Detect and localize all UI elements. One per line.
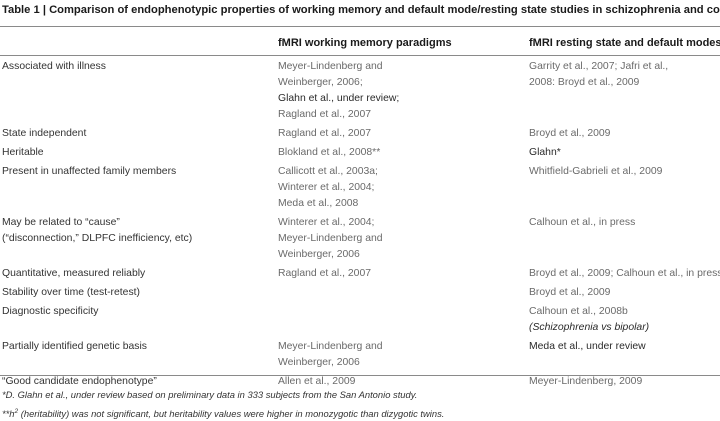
cell-wm: Ragland et al., 2007	[278, 126, 371, 142]
table-row: May be related to “cause” (“disconnection…	[0, 215, 720, 266]
cell-rs: Calhoun et al., 2008b (Schizophrenia vs b…	[529, 304, 649, 336]
cell-line: Garrity et al., 2007; Jafri et al.,	[529, 61, 669, 72]
cell-property: Heritable	[2, 145, 44, 161]
cell-line: Quantitative, measured reliably	[2, 268, 146, 279]
cell-rs: Broyd et al., 2009	[529, 285, 610, 301]
cell-rs: Calhoun et al., in press	[529, 215, 635, 231]
cell-property: May be related to “cause” (“disconnection…	[2, 215, 192, 247]
cell-rs: Broyd et al., 2009; Calhoun et al., in p…	[529, 266, 720, 282]
cell-line: Calhoun et al., 2008b	[529, 306, 628, 317]
cell-wm: Ragland et al., 2007	[278, 266, 371, 282]
cell-property: State independent	[2, 126, 86, 142]
cell-line: Ragland et al., 2007	[278, 109, 372, 120]
cell-property: Associated with illness	[2, 59, 106, 75]
cell-line: Weinberger, 2006;	[278, 77, 363, 88]
cell-line: Present in unaffected family members	[2, 166, 177, 177]
cell-rs: Garrity et al., 2007; Jafri et al., 2008:…	[529, 59, 668, 91]
table-row: Quantitative, measured reliably Ragland e…	[0, 266, 720, 285]
cell-property: Present in unaffected family members	[2, 164, 176, 180]
cell-line: Winterer et al., 2004;	[278, 182, 375, 193]
cell-line: Whitfield-Gabrieli et al., 2009	[529, 166, 663, 177]
cell-rs: Whitfield-Gabrieli et al., 2009	[529, 164, 662, 180]
cell-line: (“disconnection,” DLPFC inefficiency, et…	[2, 233, 193, 244]
bottom-rule	[0, 375, 720, 376]
cell-line: Glahn*	[529, 147, 561, 158]
table-row: Partially identified genetic basis Meyer-…	[0, 339, 720, 374]
cell-line: Broyd et al., 2009; Calhoun et al., in p…	[529, 268, 720, 279]
cell-line: (Schizophrenia vs bipolar)	[529, 322, 650, 333]
cell-wm: Callicott et al., 2003a; Winterer et al.,…	[278, 164, 378, 212]
table-row: Stability over time (test-retest) Broyd e…	[0, 285, 720, 304]
cell-line: Ragland et al., 2007	[278, 128, 372, 139]
cell-property: Partially identified genetic basis	[2, 339, 147, 355]
cell-line: Broyd et al., 2009	[529, 287, 611, 298]
cell-wm: Meyer-Lindenberg and Weinberger, 2006	[278, 339, 383, 371]
table-body: Associated with illness Meyer-Lindenberg …	[0, 59, 720, 393]
cell-line: Meyer-Lindenberg and	[278, 61, 383, 72]
table-row: State independent Ragland et al., 2007 Bro…	[0, 126, 720, 145]
cell-rs: Broyd et al., 2009	[529, 126, 610, 142]
cell-line: Broyd et al., 2009	[529, 128, 611, 139]
header-rule	[0, 55, 720, 56]
cell-wm: Allen et al., 2009	[278, 374, 355, 390]
cell-rs: Glahn*	[529, 145, 561, 161]
cell-line: Allen et al., 2009	[278, 376, 356, 387]
cell-wm: Meyer-Lindenberg and Weinberger, 2006; Gla…	[278, 59, 399, 123]
cell-wm: Blokland et al., 2008**	[278, 145, 380, 161]
cell-line: Blokland et al., 2008**	[278, 147, 381, 158]
top-rule	[0, 26, 720, 27]
cell-line: Meyer-Lindenberg and	[278, 233, 383, 244]
cell-line: Meda et al., under review	[529, 341, 646, 352]
cell-line: Partially identified genetic basis	[2, 341, 147, 352]
cell-property: Stability over time (test-retest)	[2, 285, 140, 301]
table-row: Associated with illness Meyer-Lindenberg …	[0, 59, 720, 126]
cell-line: Calhoun et al., in press	[529, 217, 636, 228]
table-caption: Table 1 | Comparison of endophenotypic p…	[2, 4, 720, 16]
table-row: “Good candidate endophenotype” Allen et a…	[0, 374, 720, 393]
cell-line: Meyer-Lindenberg, 2009	[529, 376, 643, 387]
cell-line: Ragland et al., 2007	[278, 268, 372, 279]
cell-rs: Meda et al., under review	[529, 339, 646, 355]
cell-line: Weinberger, 2006	[278, 357, 360, 368]
cell-line: Diagnostic specificity	[2, 306, 99, 317]
cell-property: Quantitative, measured reliably	[2, 266, 145, 282]
cell-line: Glahn et al., under review;	[278, 93, 400, 104]
cell-line: May be related to “cause”	[2, 217, 120, 228]
cell-rs: Meyer-Lindenberg, 2009	[529, 374, 642, 390]
cell-line: Weinberger, 2006	[278, 249, 360, 260]
cell-property: Diagnostic specificity	[2, 304, 98, 320]
table-row: Present in unaffected family members Call…	[0, 164, 720, 215]
cell-line: Meda et al., 2008	[278, 198, 359, 209]
cell-line: Meyer-Lindenberg and	[278, 341, 383, 352]
cell-line: “Good candidate endophenotype”	[2, 376, 157, 387]
column-header-working-memory: fMRI working memory paradigms	[278, 37, 452, 49]
cell-line: Heritable	[2, 147, 44, 158]
table-row: Diagnostic specificity Calhoun et al., 20…	[0, 304, 720, 339]
cell-line: Associated with illness	[2, 61, 106, 72]
cell-line: 2008: Broyd et al., 2009	[529, 77, 640, 88]
cell-line: Stability over time (test-retest)	[2, 287, 141, 298]
cell-line: State independent	[2, 128, 87, 139]
column-header-resting-state: fMRI resting state and default modes	[529, 37, 720, 49]
footnote-double-star: **h2 (heritability) was not significant,…	[2, 408, 445, 419]
footnote-star: *D. Glahn et al., under review based on …	[2, 389, 418, 400]
cell-line: Callicott et al., 2003a;	[278, 166, 378, 177]
cell-line: Winterer et al., 2004;	[278, 217, 375, 228]
cell-property: “Good candidate endophenotype”	[2, 374, 157, 390]
cell-wm: Winterer et al., 2004; Meyer-Lindenberg a…	[278, 215, 383, 263]
table-row: Heritable Blokland et al., 2008** Glahn*	[0, 145, 720, 164]
